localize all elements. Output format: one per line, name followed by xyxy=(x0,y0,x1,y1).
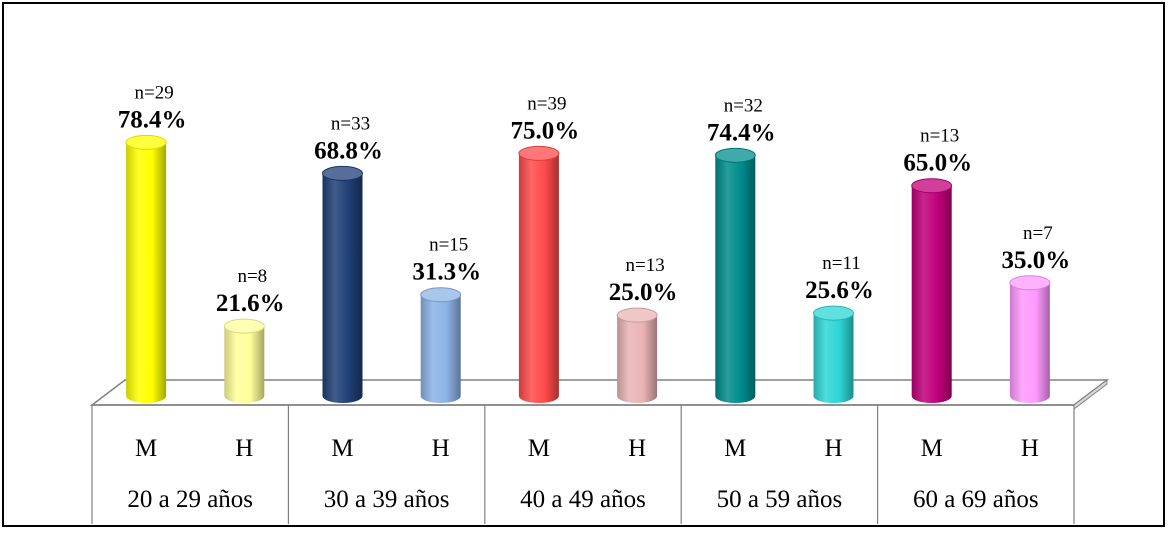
value-label: 65.0% xyxy=(903,150,972,177)
value-label: 68.8% xyxy=(314,137,383,164)
bar-body xyxy=(224,326,265,403)
group-label: 40 a 49 años xyxy=(520,486,646,513)
category-label: H xyxy=(824,435,842,462)
category-label: M xyxy=(528,435,550,462)
bar-2-h xyxy=(616,307,658,404)
n-label: n=7 xyxy=(1023,223,1053,244)
bar-body xyxy=(715,155,756,404)
category-label: M xyxy=(724,435,746,462)
chart-frame: 78.4% n=29 21.6% n=8 68.8% n=33 31.3% n=15 75.0%… xyxy=(2,2,1165,527)
labels-layer: 78.4% n=29 21.6% n=8 68.8% n=33 31.3% n=15 75.0%… xyxy=(118,82,1071,317)
group-label: 50 a 59 años xyxy=(717,486,843,513)
bar-top xyxy=(518,145,560,161)
value-label: 78.4% xyxy=(118,106,187,133)
bar-2-m xyxy=(518,145,560,404)
bar-body xyxy=(911,185,952,404)
category-label: H xyxy=(628,435,646,462)
bar-body xyxy=(126,142,167,403)
bars-layer xyxy=(125,134,1051,404)
bar-3-m xyxy=(714,147,756,404)
n-label: n=15 xyxy=(429,235,468,256)
chart-svg: 78.4% n=29 21.6% n=8 68.8% n=33 31.3% n=15 75.0%… xyxy=(89,82,1110,524)
group-label: 60 a 69 años xyxy=(913,486,1039,513)
value-label: 74.4% xyxy=(707,119,776,146)
value-label: 25.0% xyxy=(609,279,678,306)
value-label: 35.0% xyxy=(1002,247,1071,274)
bar-1-m xyxy=(322,165,363,404)
bar-top xyxy=(616,307,658,323)
value-label: 31.3% xyxy=(412,259,481,286)
value-label: 21.6% xyxy=(216,290,285,317)
value-label: 75.0% xyxy=(511,117,580,144)
n-label: n=13 xyxy=(920,126,959,147)
bar-3-h xyxy=(813,305,854,404)
group-label: 30 a 39 años xyxy=(324,486,450,513)
bar-4-h xyxy=(1009,275,1051,404)
bar-1-h xyxy=(420,287,462,404)
bar-0-m xyxy=(125,134,167,403)
n-label: n=32 xyxy=(724,95,763,116)
category-label: M xyxy=(921,435,943,462)
bar-top xyxy=(125,134,167,150)
category-axis: M H 20 a 29 años M H 30 a 39 años M H 40 a 49 añ… xyxy=(91,405,1075,524)
n-label: n=11 xyxy=(822,253,861,274)
bar-body xyxy=(813,313,854,404)
n-label: n=29 xyxy=(134,82,173,103)
bar-top xyxy=(813,305,854,321)
n-label: n=39 xyxy=(527,93,566,114)
bar-body xyxy=(518,153,559,404)
bar-body xyxy=(322,173,363,404)
bar-body xyxy=(617,315,658,404)
category-label: M xyxy=(135,435,157,462)
category-label: H xyxy=(235,435,253,462)
category-label: M xyxy=(331,435,353,462)
bar-top xyxy=(420,287,462,303)
n-label: n=13 xyxy=(625,255,664,276)
bar-body xyxy=(1009,282,1050,404)
category-label: H xyxy=(432,435,450,462)
n-label: n=8 xyxy=(237,266,267,287)
group-label: 20 a 29 años xyxy=(127,486,253,513)
bar-top xyxy=(714,147,756,163)
bar-top xyxy=(223,318,265,334)
n-label: n=33 xyxy=(331,113,370,134)
bar-4-m xyxy=(911,178,953,404)
bar-top xyxy=(322,165,363,181)
category-label: H xyxy=(1021,435,1039,462)
value-label: 25.6% xyxy=(805,277,874,304)
bar-top xyxy=(1009,275,1051,291)
bar-0-h xyxy=(223,318,265,403)
bar-top xyxy=(911,178,953,194)
bar-body xyxy=(420,294,461,404)
